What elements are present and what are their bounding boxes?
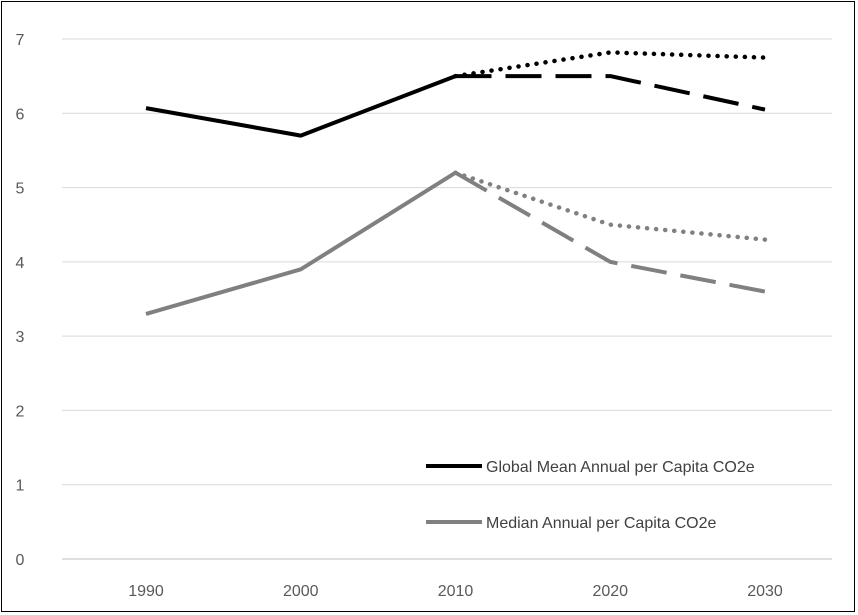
legend-label-0: Global Mean Annual per Capita CO2e	[486, 459, 755, 476]
y-tick-label: 5	[16, 181, 25, 198]
gridlines	[62, 38, 832, 560]
y-tick-label: 4	[16, 255, 25, 272]
x-axis-ticks: 1990 2000 2010 2020 2030	[128, 583, 783, 600]
series-line-2-dashed	[455, 74, 766, 112]
series-line-4-dotted	[453, 170, 768, 242]
x-tick-label: 2000	[283, 583, 319, 600]
y-tick-label: 0	[16, 552, 25, 569]
y-tick-label: 3	[16, 329, 25, 346]
series-line-5-dashed	[454, 170, 766, 294]
y-tick-label: 1	[16, 478, 25, 495]
y-tick-label: 2	[16, 403, 25, 420]
x-tick-label: 2030	[747, 583, 783, 600]
legend: Global Mean Annual per Capita CO2e Median…	[426, 459, 755, 532]
y-tick-label: 7	[16, 32, 25, 49]
x-tick-label: 2010	[438, 583, 474, 600]
x-tick-label: 1990	[128, 583, 164, 600]
x-tick-label: 2020	[592, 583, 628, 600]
series-line-3-solid	[145, 171, 457, 316]
series-line-0-solid	[145, 74, 457, 138]
y-tick-label: 6	[16, 106, 25, 123]
y-axis-ticks: 0 1 2 3 4 5 6 7	[16, 32, 25, 569]
series-lines	[145, 50, 768, 316]
legend-label-3: Median Annual per Capita CO2e	[486, 515, 716, 532]
series-line-1-dotted	[453, 50, 768, 79]
